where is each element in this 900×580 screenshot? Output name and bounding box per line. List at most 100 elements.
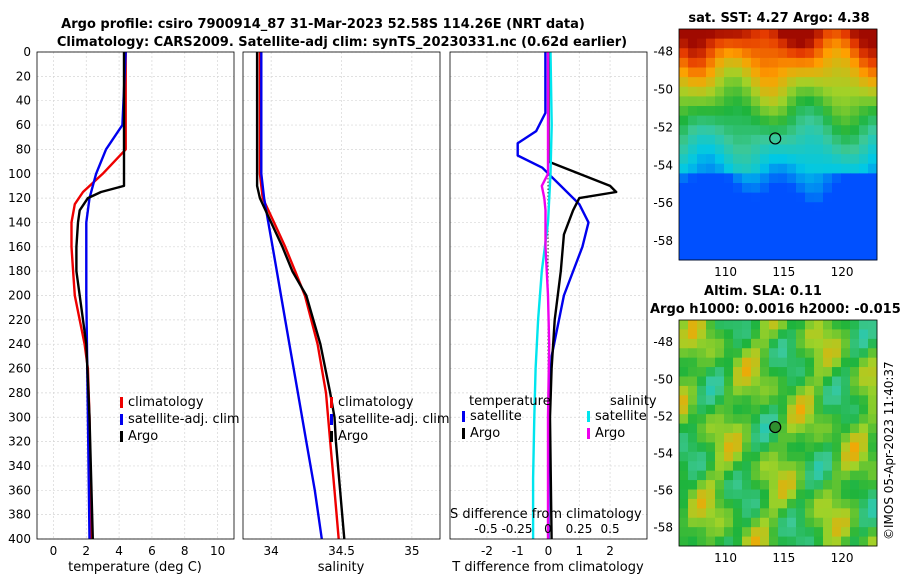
heatmap-cell (724, 231, 734, 242)
heatmap-cell (832, 125, 842, 136)
heatmap-cell (823, 125, 833, 136)
heatmap-cell (859, 231, 869, 242)
heatmap-cell (706, 240, 716, 251)
heatmap-cell (688, 57, 698, 68)
heatmap-cell (868, 338, 878, 349)
sla-map-box (678, 319, 878, 547)
heatmap-cell (796, 67, 806, 78)
heatmap-cell (814, 470, 824, 481)
heatmap-cell (724, 414, 734, 424)
heatmap-cell (688, 433, 698, 443)
heatmap-cell (859, 173, 869, 184)
heatmap-cell (796, 517, 806, 528)
heatmap-cell (733, 163, 743, 174)
heatmap-cell (841, 154, 851, 165)
heatmap-cell (769, 211, 779, 222)
heatmap-cell (742, 115, 752, 126)
heatmap-cell (859, 395, 869, 406)
legend-label-sal-satellite: satellite (595, 409, 647, 424)
heatmap-cell (796, 376, 806, 387)
heatmap-cell (760, 508, 770, 519)
heatmap-cell (697, 134, 707, 145)
heatmap-cell (850, 489, 860, 500)
heatmap-cell (796, 470, 806, 481)
heatmap-cell (850, 67, 860, 78)
heatmap-cell (769, 357, 779, 368)
heatmap-cell (787, 423, 797, 434)
heatmap-cell (868, 67, 878, 78)
heatmap-cell (679, 38, 689, 49)
heatmap-cell (733, 57, 743, 68)
heatmap-cell (688, 183, 698, 194)
heatmap-cell (688, 134, 698, 145)
heatmap-cell (841, 517, 851, 528)
heatmap-cell (787, 173, 797, 184)
heatmap-cell (796, 527, 806, 537)
x-tick-label: 1 (575, 544, 583, 558)
heatmap-cell (679, 367, 689, 377)
heatmap-cell (841, 163, 851, 174)
heatmap-cell (697, 250, 707, 261)
heatmap-cell (796, 433, 806, 443)
heatmap-cell (868, 404, 878, 415)
temperature-grid (37, 51, 234, 540)
heatmap-cell (787, 77, 797, 88)
heatmap-cell (742, 106, 752, 117)
heatmap-cell (724, 338, 734, 349)
heatmap-cell (715, 57, 725, 68)
heatmap-cell (715, 173, 725, 184)
heatmap-cell (742, 376, 752, 387)
heatmap-cell (697, 498, 707, 509)
heatmap-cell (796, 451, 806, 462)
heatmap-cell (769, 338, 779, 349)
heatmap-cell (805, 77, 815, 88)
heatmap-cell (814, 57, 824, 68)
heatmap-cell (850, 202, 860, 213)
heatmap-cell (715, 183, 725, 194)
heatmap-cell (715, 498, 725, 509)
heatmap-cell (697, 536, 707, 547)
heatmap-cell (715, 29, 725, 40)
heatmap-cell (841, 38, 851, 49)
heatmap-cell (760, 202, 770, 213)
heatmap-cell (832, 57, 842, 68)
heatmap-cell (724, 221, 734, 232)
heatmap-cell (859, 134, 869, 145)
heatmap-cell (841, 29, 851, 40)
heatmap-cell (823, 348, 833, 359)
heatmap-cell (787, 433, 797, 443)
heatmap-cell (697, 470, 707, 481)
heatmap-cell (778, 192, 788, 203)
heatmap-cell (724, 480, 734, 490)
heatmap-cell (724, 67, 734, 78)
heatmap-cell (778, 96, 788, 107)
depth-tick-label: 280 (8, 386, 31, 400)
heatmap-cell (859, 470, 869, 481)
heatmap-cell (850, 517, 860, 528)
heatmap-cell (859, 376, 869, 387)
heatmap-cell (868, 96, 878, 107)
heatmap-cell (679, 480, 689, 490)
heatmap-cell (778, 357, 788, 368)
salinity-panel: 34 34.5 35 salinity climatology satellite-… (242, 51, 450, 575)
heatmap-cell (823, 442, 833, 453)
heatmap-cell (805, 367, 815, 377)
heatmap-cell (805, 125, 815, 136)
heatmap-cell (679, 395, 689, 406)
heatmap-cell (769, 96, 779, 107)
heatmap-cell (859, 348, 869, 359)
s-difference-label: S difference from climatology (450, 507, 642, 522)
heatmap-cell (742, 442, 752, 453)
heatmap-cell (697, 67, 707, 78)
heatmap-cell (814, 376, 824, 387)
heatmap-cell (751, 367, 761, 377)
heatmap-cell (724, 451, 734, 462)
heatmap-cell (769, 106, 779, 117)
heatmap-cell (733, 320, 743, 330)
heatmap-cell (760, 144, 770, 155)
heatmap-cell (697, 106, 707, 117)
heatmap-cell (697, 29, 707, 40)
heatmap-cell (850, 125, 860, 136)
heatmap-cell (706, 404, 716, 415)
heatmap-cell (832, 231, 842, 242)
